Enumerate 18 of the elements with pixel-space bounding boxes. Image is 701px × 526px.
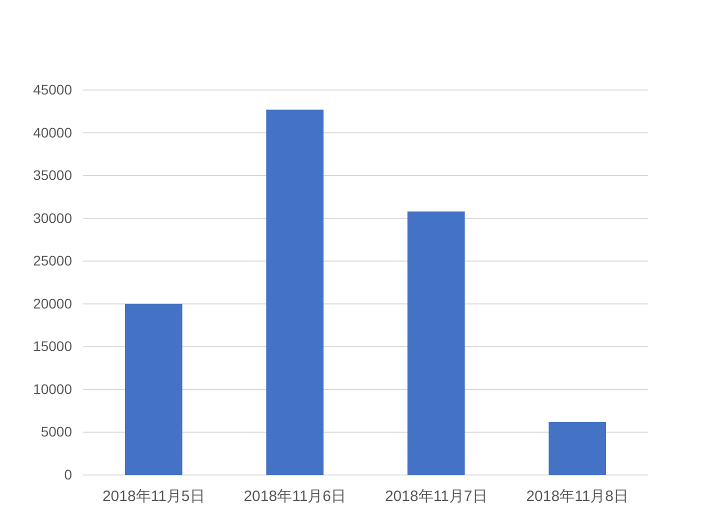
- y-tick-label: 45000: [33, 82, 72, 98]
- bar: [548, 422, 606, 475]
- x-tick-label: 2018年11月8日: [526, 488, 629, 505]
- x-tick-label: 2018年11月7日: [384, 488, 488, 505]
- y-tick-label: 0: [64, 466, 72, 482]
- y-tick-label: 20000: [33, 295, 72, 312]
- x-tick-label: 2018年11月5日: [102, 488, 205, 505]
- bar: [266, 110, 324, 475]
- x-tick-label: 2018年11月6日: [244, 488, 346, 505]
- y-tick-label: 5000: [40, 424, 72, 440]
- y-tick-label: 30000: [33, 210, 72, 226]
- y-tick-label: 25000: [33, 252, 72, 269]
- y-tick-label: 40000: [33, 124, 72, 140]
- y-tick-label: 10000: [33, 380, 72, 397]
- bar: [124, 304, 182, 475]
- y-tick-label: 15000: [33, 338, 72, 354]
- bar: [407, 211, 465, 475]
- y-tick-label: 35000: [33, 167, 72, 184]
